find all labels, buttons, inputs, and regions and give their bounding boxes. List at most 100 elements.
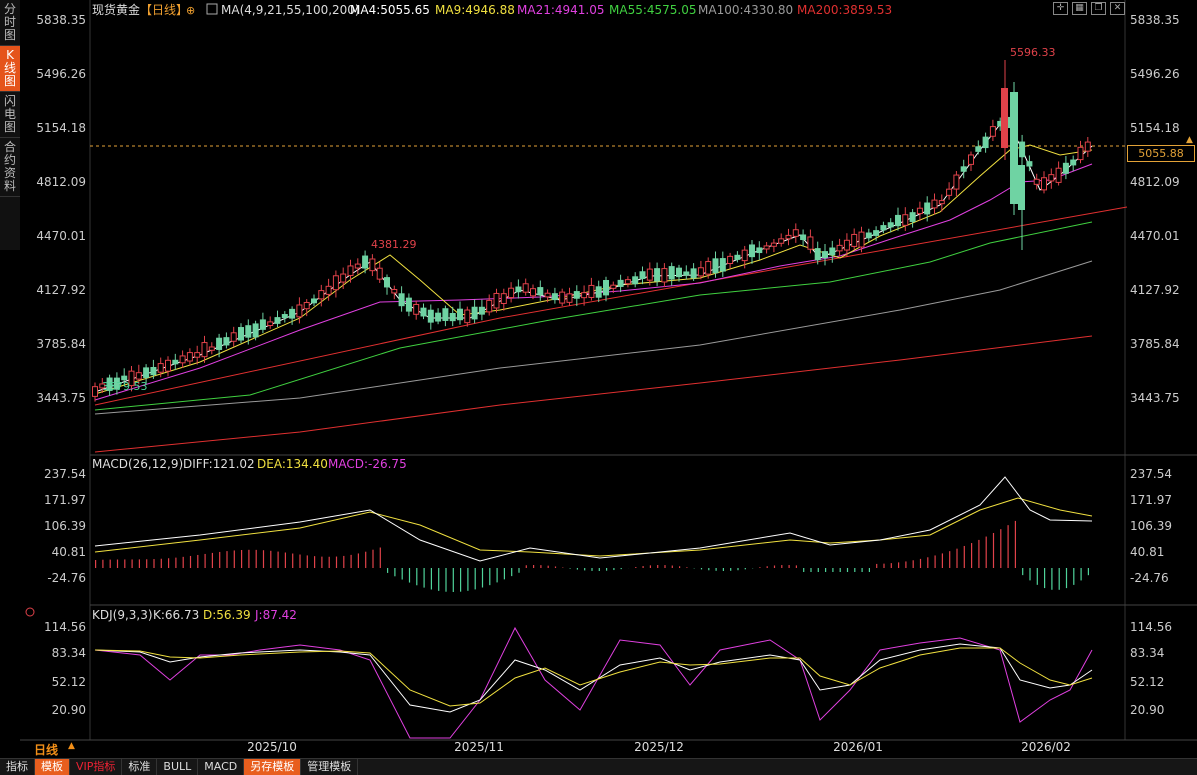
instrument-title: 现货黄金 — [92, 2, 140, 17]
candle-body — [348, 266, 353, 276]
macd-bar — [394, 568, 395, 576]
candle-body — [939, 201, 944, 204]
toolbar-button[interactable]: 模板 — [35, 759, 70, 775]
candle-body — [881, 226, 886, 230]
macd-bar — [416, 568, 417, 585]
candle-body — [406, 298, 411, 311]
candle-body — [1034, 179, 1039, 184]
macd-bar — [168, 558, 169, 568]
trend-line — [95, 207, 1127, 405]
macd-bar — [993, 533, 994, 568]
macd-bar — [453, 568, 454, 592]
macd-bar — [132, 559, 133, 568]
settings-icon[interactable]: ⊕ — [186, 4, 195, 17]
candle-body — [640, 272, 645, 279]
axis-label: 4812.09 — [1130, 175, 1180, 189]
toolbar-button[interactable]: BULL — [157, 759, 198, 775]
kdj-close-icon[interactable] — [26, 608, 34, 616]
kdj-d: D:56.39 — [203, 608, 251, 622]
toolbar-button[interactable]: MACD — [198, 759, 244, 775]
toolbar-button[interactable]: 标准 — [122, 759, 157, 775]
macd-bar — [548, 566, 549, 568]
chart-canvas[interactable]: 现货黄金 【日线】 ⊕ MA(4,9,21,55,100,200) MA4:50… — [0, 0, 1197, 758]
candle-body — [1085, 142, 1090, 151]
period-selector[interactable]: 日线 — [34, 741, 58, 758]
macd-bar — [219, 552, 220, 568]
candle-body — [888, 223, 893, 227]
candle-body — [655, 269, 660, 281]
macd-bar — [664, 565, 665, 568]
crosshair-icon[interactable]: ✛ — [1053, 2, 1068, 15]
candle-body — [961, 167, 966, 171]
candle-body — [757, 248, 762, 253]
candle-body — [720, 259, 725, 271]
axis-label: 40.81 — [52, 545, 86, 559]
macd-bar — [190, 556, 191, 568]
candle-body — [830, 248, 835, 255]
candle-body — [1001, 88, 1008, 148]
kdj-d-line — [95, 648, 1092, 706]
ma-params: MA(4,9,21,55,100,200) — [221, 3, 360, 17]
side-tab[interactable]: 闪电图 — [0, 92, 20, 138]
candle-body — [728, 256, 733, 263]
candle-body — [917, 208, 922, 213]
macd-bar — [497, 568, 498, 582]
candle-body — [793, 230, 798, 237]
macd-bar — [935, 555, 936, 568]
ma9-line — [95, 145, 1092, 394]
macd-bar — [139, 559, 140, 568]
macd-bar — [234, 550, 235, 568]
chevron-down-icon[interactable]: ▲ — [68, 741, 75, 751]
candle-body — [187, 353, 192, 361]
candle-body — [903, 215, 908, 226]
axis-label: -24.76 — [1130, 571, 1169, 585]
candle-body — [472, 307, 477, 319]
grid-icon[interactable]: ▦ — [1072, 2, 1087, 15]
candle-body — [896, 215, 901, 225]
candle-body — [713, 259, 718, 273]
side-tab[interactable]: K线图 — [0, 46, 20, 92]
candle-body — [304, 302, 309, 308]
macd-bar — [482, 568, 483, 587]
candle-body — [596, 287, 601, 297]
toolbar-button[interactable]: VIP指标 — [70, 759, 122, 775]
candle-body — [698, 268, 703, 276]
macd-bar — [832, 568, 833, 572]
side-tab[interactable]: 合约资料 — [0, 138, 20, 197]
axis-label: 40.81 — [1130, 545, 1164, 559]
macd-bar — [613, 568, 614, 570]
ma-toggle-icon[interactable] — [207, 4, 217, 14]
kdj-j: J:87.42 — [254, 608, 297, 622]
side-tab[interactable]: 分时图 — [0, 0, 20, 46]
restore-icon[interactable]: ❐ — [1091, 2, 1106, 15]
macd-bar — [1015, 521, 1016, 568]
axis-label: 52.12 — [52, 675, 86, 689]
ma21-line — [95, 164, 1092, 400]
ma-label: MA9:4946.88 — [435, 3, 515, 17]
close-icon[interactable]: ✕ — [1110, 2, 1125, 15]
candle-body — [1027, 162, 1032, 166]
axis-label: -24.76 — [47, 571, 86, 585]
toolbar-button[interactable]: 指标 — [0, 759, 35, 775]
candle-body — [990, 127, 995, 137]
candle-body — [428, 310, 433, 322]
macd-bar — [905, 561, 906, 568]
toolbar-button[interactable]: 管理模板 — [301, 759, 358, 775]
toolbar-button[interactable]: 另存模板 — [244, 759, 301, 775]
macd-bar — [986, 537, 987, 568]
candle-body — [443, 309, 448, 321]
macd-bar — [445, 568, 446, 592]
candle-body — [355, 264, 360, 268]
macd-bar — [263, 550, 264, 568]
candle-body — [837, 245, 842, 251]
axis-label: 3443.75 — [1130, 391, 1180, 405]
candle-body — [801, 235, 806, 240]
macd-bar — [424, 568, 425, 588]
x-axis-label: 2025/10 — [247, 740, 297, 754]
kdj-k: K:66.73 — [153, 608, 199, 622]
candle-body — [669, 267, 674, 279]
macd-bar — [650, 565, 651, 568]
macd-bar — [730, 568, 731, 571]
candle-body — [158, 364, 163, 373]
macd-bar — [716, 568, 717, 571]
